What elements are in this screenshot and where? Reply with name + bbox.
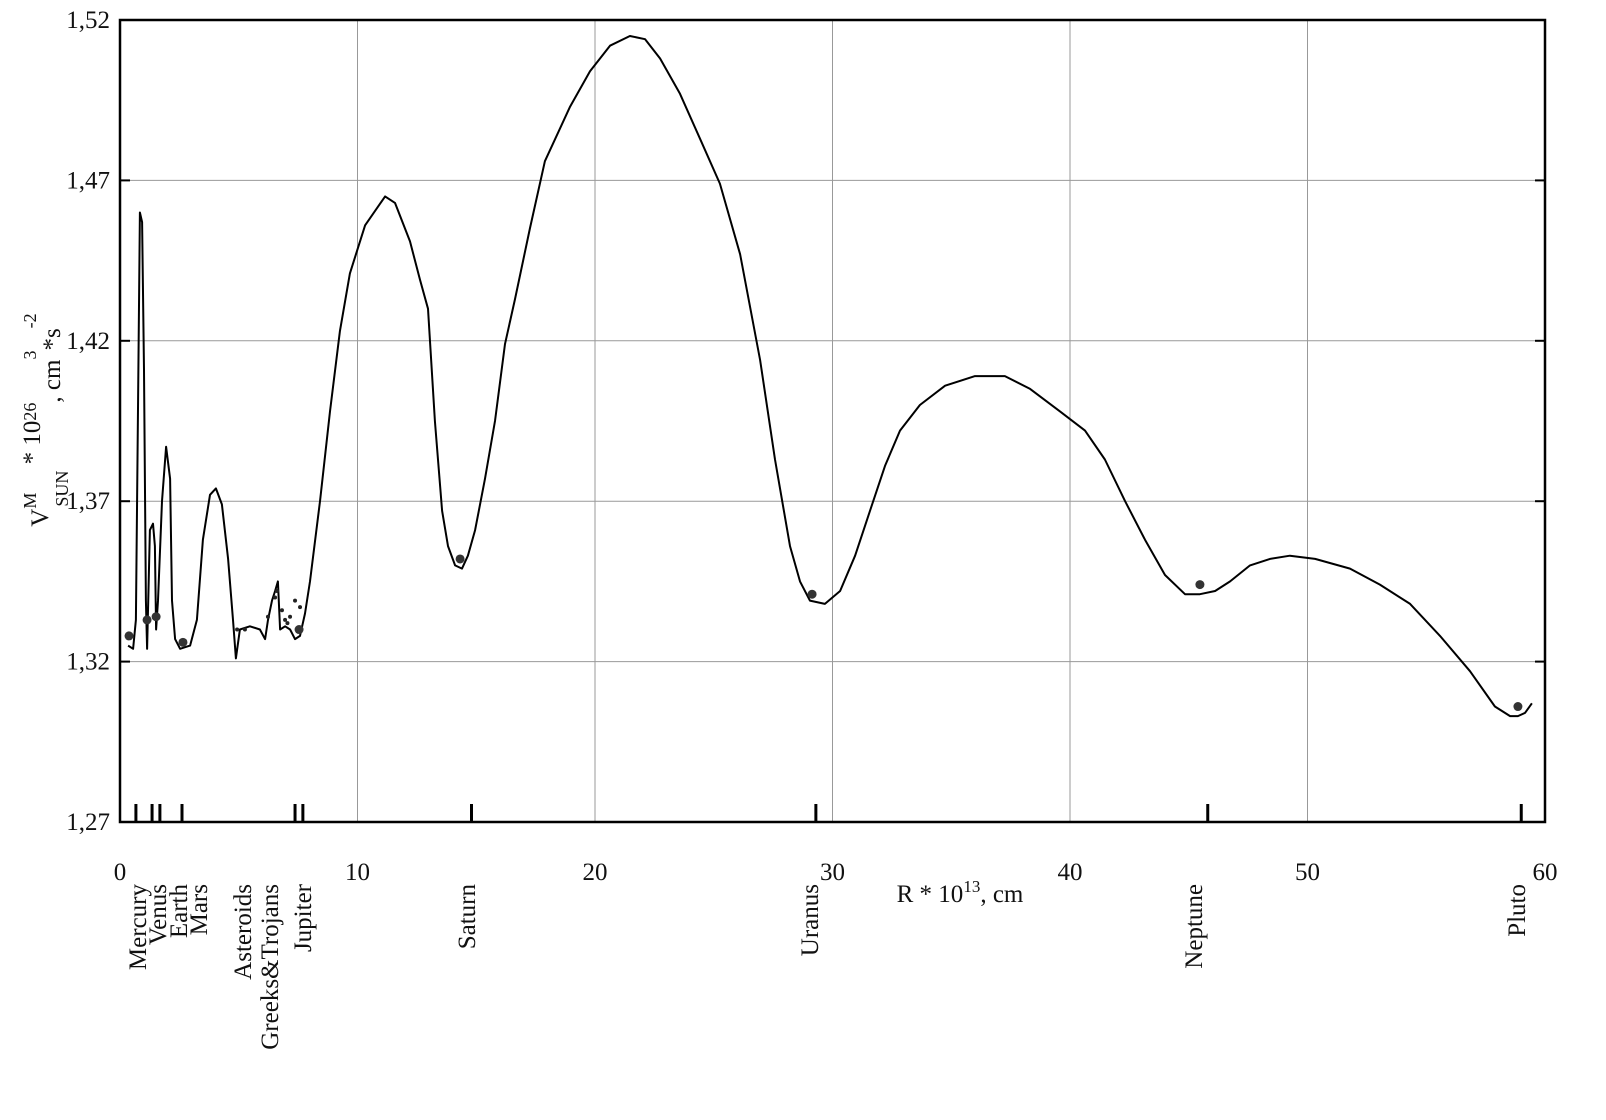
x-tick-label: 0 xyxy=(114,859,127,886)
planet-label: Earth xyxy=(166,884,193,939)
planet-label: Venus xyxy=(145,884,172,945)
planet-label: Saturn xyxy=(454,884,481,950)
point xyxy=(283,617,288,622)
point xyxy=(235,627,240,632)
planet-label: Mercury xyxy=(125,884,152,971)
y-tick-label: 1,47 xyxy=(66,167,110,194)
plot-frame xyxy=(118,18,1547,824)
planet-label: Mars xyxy=(186,884,213,935)
y-tick-label: 1,32 xyxy=(66,649,110,676)
point xyxy=(273,595,278,600)
point xyxy=(294,625,304,635)
x-tick-label: 20 xyxy=(583,859,608,886)
point xyxy=(455,554,465,564)
x-axis-label-part: , cm xyxy=(980,881,1024,908)
y-axis-label-part: 3 xyxy=(20,351,40,360)
point xyxy=(807,589,817,599)
point xyxy=(1513,702,1523,712)
y-tick-label: 1,42 xyxy=(66,328,110,355)
point xyxy=(124,631,134,641)
point xyxy=(178,637,188,647)
point xyxy=(151,612,161,622)
y-axis-label-part: * 10 xyxy=(19,421,46,471)
point xyxy=(279,608,284,613)
y-tick-label: 1,27 xyxy=(66,809,110,836)
x-axis-label-part: R * 10 xyxy=(897,881,964,908)
y-axis-label-part: SUN xyxy=(52,471,72,507)
y-axis-label-part: V xyxy=(27,509,54,527)
x-tick-label: 10 xyxy=(345,859,370,886)
x-axis-label-part: 13 xyxy=(963,877,980,896)
point xyxy=(242,627,247,632)
x-axis-label: R * 1013, cm xyxy=(897,877,1024,908)
point xyxy=(298,605,303,610)
planet-label: Pluto xyxy=(1504,884,1531,937)
planet-label: Uranus xyxy=(797,884,824,956)
point xyxy=(274,589,279,594)
planet-label: Asteroids xyxy=(230,884,257,980)
y-tick-label: 1,37 xyxy=(66,488,110,515)
x-tick-label: 40 xyxy=(1058,859,1083,886)
y-tick-label: 1,52 xyxy=(66,7,110,34)
curve xyxy=(127,35,1533,718)
y-axis-label: VM SUN * 1026, cm3*s-2 xyxy=(19,313,72,526)
point xyxy=(285,621,290,626)
y-axis-label-part: 26 xyxy=(20,403,40,421)
planet-label: Neptune xyxy=(1181,884,1208,969)
x-tick-label: 60 xyxy=(1533,859,1558,886)
point xyxy=(293,598,298,603)
x-tick-label: 50 xyxy=(1295,859,1320,886)
point xyxy=(288,614,293,619)
point xyxy=(1195,580,1205,590)
y-axis-label-part: -2 xyxy=(20,313,40,328)
planet-label: Greeks&Trojans xyxy=(257,884,284,1050)
x-tick-label: 30 xyxy=(820,859,845,886)
y-axis-label-part: M xyxy=(20,493,40,509)
point xyxy=(265,614,270,619)
planet-label: Jupiter xyxy=(290,883,317,952)
point xyxy=(142,615,152,625)
y-axis-label-part: , cm xyxy=(39,359,66,403)
y-axis-label-part: *s xyxy=(39,328,66,350)
